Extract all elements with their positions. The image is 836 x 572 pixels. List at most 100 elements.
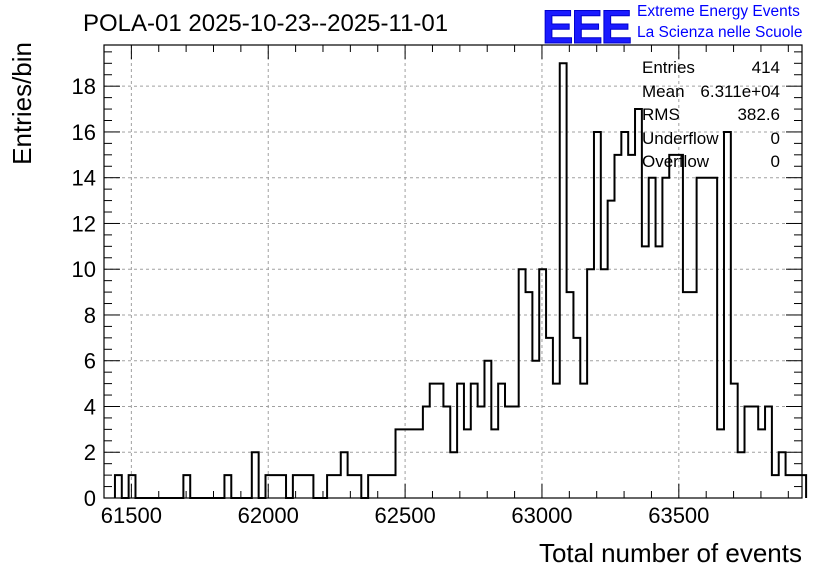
histogram-bin bbox=[307, 475, 314, 498]
histogram-bin bbox=[786, 475, 793, 498]
histogram-bin bbox=[573, 338, 580, 498]
histogram-bin bbox=[526, 292, 533, 498]
histogram-bin bbox=[402, 429, 409, 498]
histogram-bin bbox=[375, 475, 382, 498]
histogram-bin bbox=[656, 246, 663, 498]
histogram-bin bbox=[382, 475, 389, 498]
stat-entries-value: 414 bbox=[751, 58, 780, 77]
histogram-bin bbox=[532, 361, 539, 498]
stat-mean: Mean 6.311e+04 bbox=[642, 82, 780, 106]
histogram-bin bbox=[662, 178, 669, 498]
histogram-bin bbox=[546, 338, 553, 498]
histogram-bin bbox=[649, 178, 656, 498]
histogram-bin bbox=[224, 475, 231, 498]
histogram-bin bbox=[471, 384, 478, 498]
stat-underflow: Underflow 0 bbox=[642, 129, 780, 153]
stat-mean-value: 6.311e+04 bbox=[700, 81, 780, 101]
histogram-bin bbox=[450, 452, 457, 498]
grid-lines bbox=[104, 45, 802, 498]
y-tick-label-0: 0 bbox=[84, 486, 96, 511]
histogram-bin bbox=[334, 475, 341, 498]
histogram-bin bbox=[265, 475, 272, 498]
histogram-bin bbox=[710, 178, 717, 498]
stat-mean-label: Mean bbox=[642, 81, 685, 101]
stat-entries: Entries 414 bbox=[642, 58, 780, 82]
x-tick-label-3: 63000 bbox=[511, 503, 572, 528]
histogram-bin bbox=[348, 475, 355, 498]
histogram-bin bbox=[272, 475, 279, 498]
histogram-bars bbox=[113, 62, 808, 499]
histogram-bin bbox=[396, 429, 403, 498]
stat-entries-label: Entries bbox=[642, 58, 695, 77]
stat-rms-label: RMS bbox=[642, 105, 680, 124]
histogram-bin bbox=[293, 475, 300, 498]
histogram-bin bbox=[703, 178, 710, 498]
histogram-bin bbox=[628, 155, 635, 498]
histogram-outline bbox=[113, 62, 808, 499]
y-tick-label-7: 14 bbox=[72, 166, 96, 191]
histogram-bin bbox=[484, 361, 491, 498]
histogram-bin bbox=[669, 155, 676, 498]
histogram-bin bbox=[580, 384, 587, 498]
histogram-bin bbox=[608, 201, 615, 498]
chart-title: POLA-01 2025-10-23--2025-11-01 bbox=[83, 10, 449, 37]
histogram-bin bbox=[437, 384, 444, 498]
histogram-bin bbox=[183, 475, 190, 498]
histogram-bin bbox=[772, 475, 779, 498]
histogram-bin bbox=[690, 292, 697, 498]
y-tick-label-5: 10 bbox=[72, 257, 96, 282]
y-tick-label-3: 6 bbox=[84, 349, 96, 374]
stats-box: Entries 414 Mean 6.311e+04 RMS 382.6 Und… bbox=[642, 58, 780, 176]
histogram-bin bbox=[389, 475, 396, 498]
histogram-bin bbox=[327, 475, 334, 498]
histogram-bin bbox=[697, 178, 704, 498]
histogram-bin bbox=[368, 475, 375, 498]
histogram-bin bbox=[676, 155, 683, 498]
x-tick-label-4: 63500 bbox=[648, 503, 709, 528]
histogram-bin bbox=[560, 63, 567, 498]
logo-line-1: Extreme Energy Events bbox=[637, 3, 800, 20]
y-tick-label-4: 8 bbox=[84, 303, 96, 328]
histogram-bin bbox=[758, 429, 765, 498]
histogram-bin bbox=[614, 155, 621, 498]
histogram-bin bbox=[635, 109, 642, 498]
x-tick-label-0: 61500 bbox=[101, 503, 162, 528]
stat-overflow-label: Overflow bbox=[642, 152, 710, 171]
histogram-bin bbox=[279, 475, 286, 498]
histogram-bin bbox=[430, 384, 437, 498]
histogram-bin bbox=[129, 475, 136, 498]
histogram-bin bbox=[779, 452, 786, 498]
axis-labels: 61500 62000 62500 63000 63500 0 2 4 6 8 10 12 14 16 18… bbox=[7, 42, 802, 568]
y-tick-label-8: 16 bbox=[72, 120, 96, 145]
histogram-bin bbox=[252, 452, 259, 498]
stat-rms-value: 382.6 bbox=[737, 105, 780, 124]
histogram-bin bbox=[539, 269, 546, 498]
stat-underflow-label: Underflow bbox=[642, 128, 719, 148]
histogram-bin bbox=[553, 384, 560, 498]
eee-logo: EEE bbox=[541, 0, 632, 54]
x-axis-title: Total number of events bbox=[539, 538, 802, 568]
histogram-bin bbox=[567, 292, 574, 498]
histogram-bin bbox=[498, 384, 505, 498]
histogram-bin bbox=[300, 475, 307, 498]
histogram-bin bbox=[601, 269, 608, 498]
stat-overflow: Overflow 0 bbox=[642, 152, 780, 176]
histogram-bin bbox=[587, 269, 594, 498]
plot-frame bbox=[103, 44, 803, 499]
stat-overflow-value: 0 bbox=[770, 152, 780, 171]
histogram-bin bbox=[717, 429, 724, 498]
histogram-bin bbox=[683, 292, 690, 498]
histogram-bin bbox=[457, 384, 464, 498]
histogram-bin bbox=[341, 452, 348, 498]
histogram-bin bbox=[409, 429, 416, 498]
histogram-bin bbox=[642, 246, 649, 498]
stat-underflow-value: 0 bbox=[770, 128, 780, 148]
stat-rms: RMS 382.6 bbox=[642, 105, 780, 129]
y-tick-label-9: 18 bbox=[72, 74, 96, 99]
y-tick-label-1: 2 bbox=[84, 440, 96, 465]
histogram-bin bbox=[115, 475, 122, 498]
histogram-bin bbox=[519, 269, 526, 498]
x-tick-label-1: 62000 bbox=[238, 503, 299, 528]
histogram-bin bbox=[464, 429, 471, 498]
